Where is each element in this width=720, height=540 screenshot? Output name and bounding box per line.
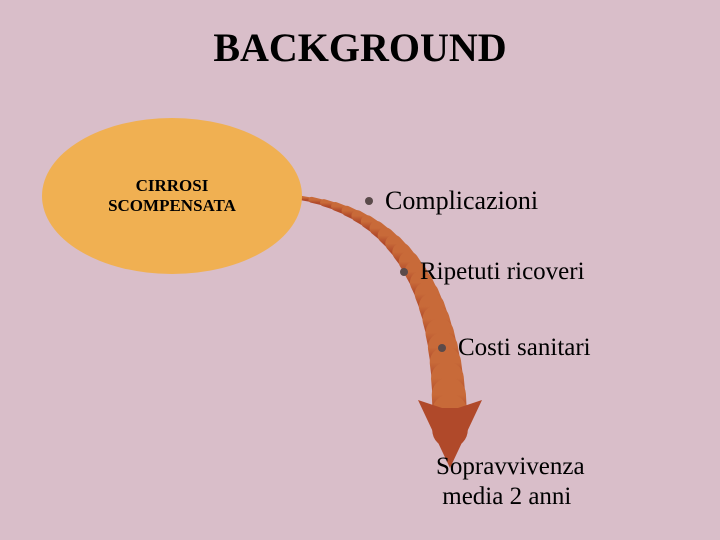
curved-arrow xyxy=(0,0,720,540)
main-ellipse: CIRROSI SCOMPENSATA xyxy=(42,118,302,274)
bullet-dot-icon xyxy=(438,344,446,352)
ellipse-label-line1: CIRROSI xyxy=(136,176,209,195)
ellipse-label: CIRROSI SCOMPENSATA xyxy=(108,176,236,217)
bullet-dot-icon xyxy=(365,197,373,205)
bullet-row: Ripetuti ricoveri xyxy=(400,258,585,286)
bullet-text: Complicazioni xyxy=(385,186,538,216)
final-line2: media 2 anni xyxy=(442,483,571,510)
bullet-text: Costi sanitari xyxy=(458,334,591,362)
ellipse-label-line2: SCOMPENSATA xyxy=(108,196,236,215)
bullet-text: Ripetuti ricoveri xyxy=(420,258,585,286)
bullet-dot-icon xyxy=(400,268,408,276)
bullet-row: Costi sanitari xyxy=(438,334,591,362)
slide-title: BACKGROUND xyxy=(0,24,720,71)
slide: BACKGROUND CIRROSI SCOMPENSATA Complicaz… xyxy=(0,0,720,540)
final-line1: Sopravvivenza xyxy=(436,453,585,480)
bullet-row: Complicazioni xyxy=(365,186,538,216)
final-text: Sopravvivenza media 2 anni xyxy=(436,452,585,512)
